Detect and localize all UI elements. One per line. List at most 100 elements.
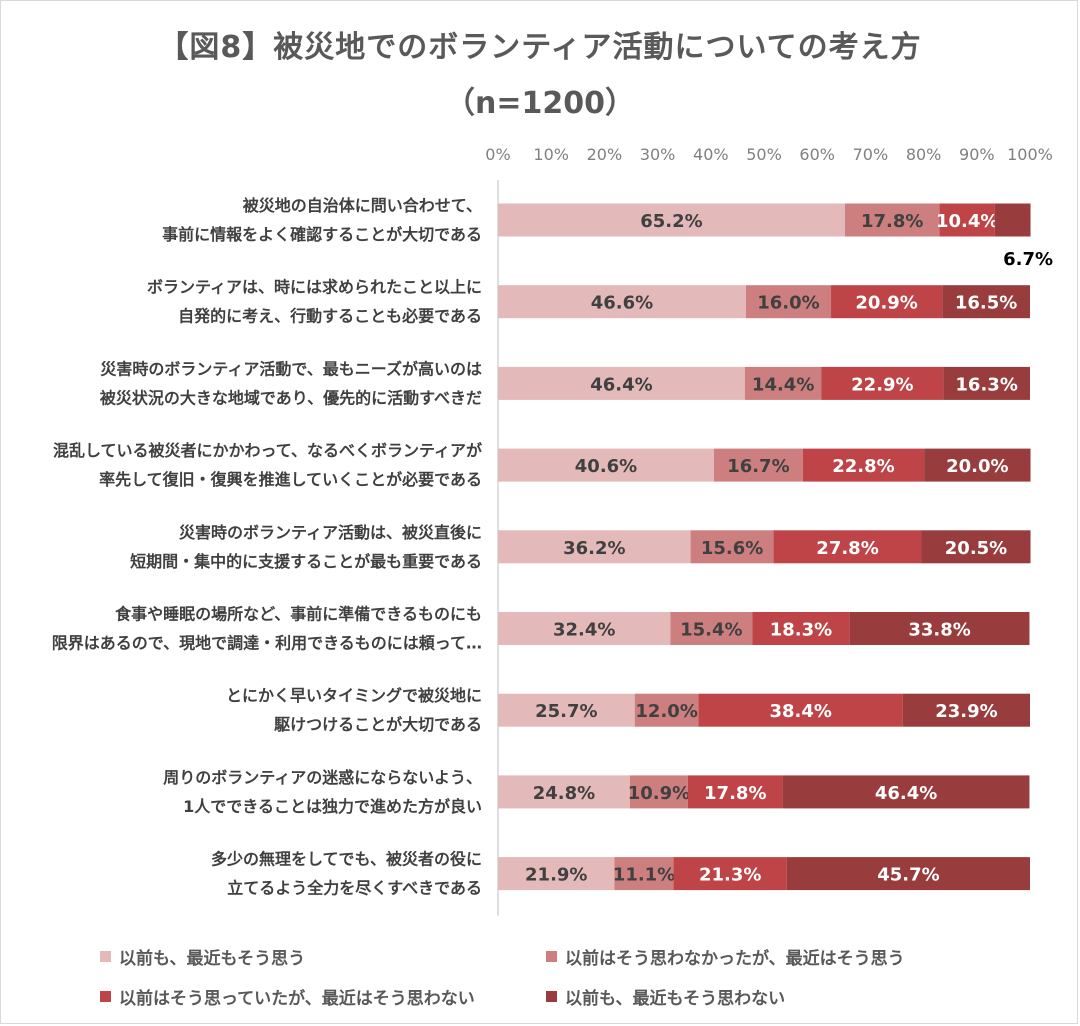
data-label: 16.5% — [955, 293, 1017, 314]
category-label: 多少の無理をしてでも、被災者の役に — [211, 850, 482, 869]
legend-swatch — [546, 991, 557, 1002]
bar-segment — [614, 857, 674, 891]
x-tick-label: 10% — [533, 145, 569, 164]
x-tick-label: 30% — [640, 145, 676, 164]
category-label: 食事や睡眠の場所など、事前に準備できるものにも — [114, 605, 482, 624]
bar-segment — [498, 366, 745, 400]
data-label: 65.2% — [640, 211, 702, 232]
data-label: 11.1% — [613, 865, 675, 886]
bar-segment — [498, 693, 635, 727]
data-label: 21.9% — [525, 865, 587, 886]
bar-segment — [629, 775, 688, 809]
data-label: 38.4% — [769, 701, 831, 722]
x-tick-label: 40% — [693, 145, 729, 164]
bar-segment — [498, 285, 746, 319]
data-label: 10.9% — [628, 783, 690, 804]
legend-item: 以前も、最近もそう思わない — [546, 984, 785, 1009]
category-label: 周りのボランティアの迷惑にならないよう、 — [163, 768, 482, 787]
legend-label: 以前はそう思わなかったが、最近はそう思う — [565, 949, 905, 969]
category-label: 混乱している被災者にかかわって、なるべくボランティアが — [53, 441, 482, 460]
legend-item: 以前も、最近もそう思う — [100, 944, 305, 969]
bar-segment — [902, 693, 1030, 727]
legend-label: 以前も、最近もそう思わない — [565, 989, 786, 1009]
data-label: 15.4% — [680, 620, 742, 641]
data-label: 25.7% — [535, 701, 597, 722]
bar-segment — [844, 203, 940, 237]
data-label: 46.6% — [591, 293, 653, 314]
bar-segment — [943, 366, 1030, 400]
bar-segment — [939, 203, 995, 237]
category-label: 限界はあるので、現地で調達・利用できるものには頼って… — [52, 634, 482, 653]
data-label: 18.3% — [770, 620, 832, 641]
bar-segment — [634, 693, 699, 727]
data-label: 12.0% — [635, 701, 697, 722]
bar-segment — [821, 366, 944, 400]
bar-segment — [745, 285, 832, 319]
data-label: 46.4% — [590, 374, 652, 395]
data-label: 17.8% — [861, 211, 923, 232]
x-tick-label: 0% — [485, 145, 510, 164]
data-label: 17.8% — [704, 783, 766, 804]
data-label: 23.9% — [935, 701, 997, 722]
category-label: 被災状況の大きな地域であり、優先的に活動すべきだ — [100, 388, 482, 407]
bar-segment — [673, 857, 787, 891]
data-label: 15.6% — [701, 538, 763, 559]
category-label: 事前に情報をよく確認することが大切である — [162, 225, 482, 244]
chart-subtitle: （n=1200） — [445, 86, 635, 121]
legend-item: 以前はそう思わなかったが、最近はそう思う — [546, 944, 905, 969]
x-tick-label: 20% — [587, 145, 623, 164]
bar-segment — [498, 775, 630, 809]
data-label: 32.4% — [553, 620, 615, 641]
bar-segment — [752, 612, 850, 645]
legend-swatch — [546, 951, 557, 962]
x-tick-label: 100% — [1007, 145, 1053, 164]
x-tick-label: 80% — [906, 145, 942, 164]
data-label: 27.8% — [816, 538, 878, 559]
data-label: 16.0% — [757, 293, 819, 314]
data-label: 33.8% — [908, 620, 970, 641]
bar-segment — [849, 612, 1030, 645]
bar-segment — [786, 857, 1030, 891]
x-tick-label: 50% — [746, 145, 782, 164]
bar-segment — [690, 530, 774, 564]
chart-title: 【図8】被災地でのボランティア活動についての考え方 — [158, 30, 922, 65]
data-label: 22.8% — [832, 456, 894, 477]
data-label: 20.5% — [945, 538, 1007, 559]
category-label: ボランティアは、時には求められたこと以上に — [147, 278, 482, 297]
bar-segment — [994, 203, 1031, 237]
data-label: 36.2% — [563, 538, 625, 559]
bar-segment — [831, 285, 943, 319]
bar-segment — [802, 448, 925, 482]
bar-segment — [498, 448, 714, 482]
bar-segment — [498, 857, 615, 891]
bar-segment — [924, 448, 1031, 482]
bar-segment — [498, 612, 671, 645]
category-label: 被災地の自治体に問い合わせて、 — [243, 196, 482, 215]
legend-swatch — [100, 991, 111, 1002]
bar-segment — [670, 612, 753, 645]
legend-label: 以前も、最近もそう思う — [119, 949, 306, 969]
bar-segment — [773, 530, 922, 564]
category-label: 駆けつけることが大切である — [274, 715, 482, 734]
bar-segment — [921, 530, 1031, 564]
x-tick-label: 60% — [799, 145, 835, 164]
legend-label: 以前はそう思っていたが、最近はそう思わない — [119, 989, 475, 1009]
data-label: 45.7% — [877, 865, 939, 886]
data-label: 10.4% — [936, 211, 998, 232]
bar-segment — [744, 366, 822, 400]
category-label: 率先して復旧・復興を推進していくことが必要である — [99, 470, 482, 489]
bar-segment — [942, 285, 1030, 319]
data-label: 40.6% — [575, 456, 637, 477]
legend-swatch — [100, 951, 111, 962]
x-tick-label: 90% — [959, 145, 995, 164]
bar-segment — [498, 203, 845, 237]
category-label: 短期間・集中的に支援することが最も重要である — [130, 552, 482, 571]
data-label: 46.4% — [875, 783, 937, 804]
data-label: 6.7% — [1003, 249, 1053, 270]
bar-segment — [782, 775, 1030, 809]
category-label: 災害時のボランティア活動は、被災直後に — [179, 523, 482, 542]
data-label: 16.3% — [955, 374, 1017, 395]
data-label: 21.3% — [699, 865, 761, 886]
category-label: 1人でできることは独力で進めた方が良い — [183, 797, 482, 816]
